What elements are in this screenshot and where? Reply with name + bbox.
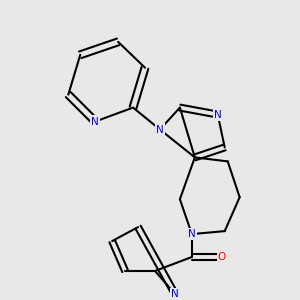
Text: N: N <box>91 116 99 127</box>
Text: N: N <box>214 110 222 120</box>
Text: N: N <box>156 124 164 134</box>
Text: N: N <box>171 289 179 299</box>
Text: N: N <box>188 229 196 239</box>
Text: O: O <box>218 252 226 262</box>
